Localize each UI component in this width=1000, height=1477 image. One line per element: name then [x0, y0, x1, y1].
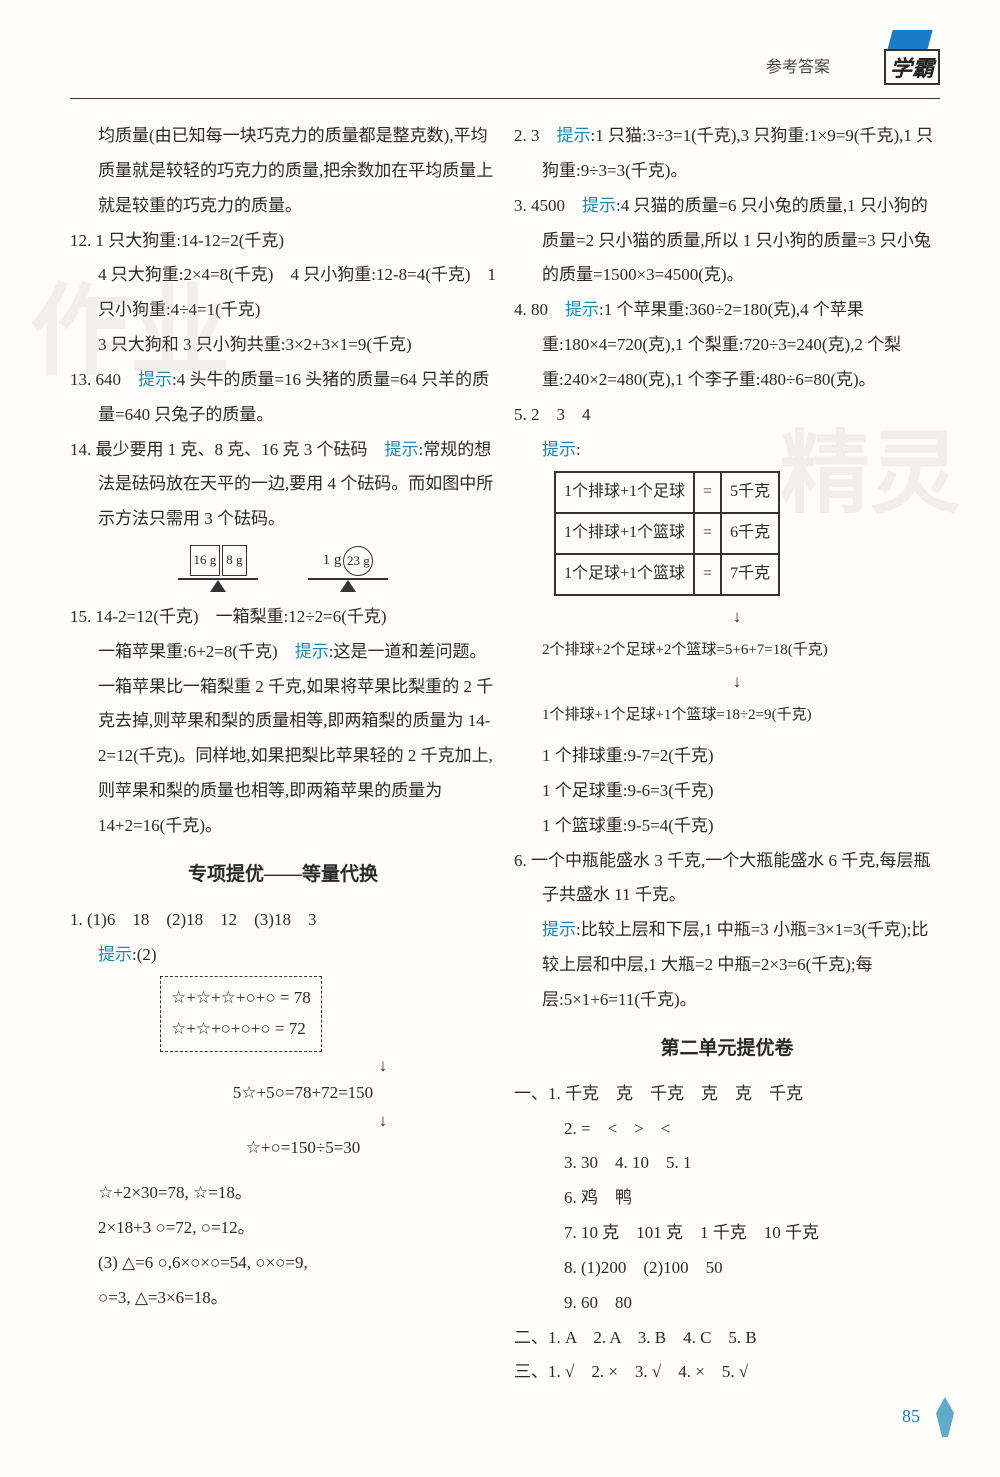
equation-box: ☆+☆+☆+○+○ = 78 ☆+☆+○+○+○ = 72	[160, 976, 322, 1051]
balance-left: 16 g 8 g	[178, 545, 258, 592]
eq2: ☆+○=150÷5=30	[110, 1131, 496, 1166]
cell: 6千克	[721, 513, 779, 554]
unit1-line5: 7. 10 克 101 克 1 千克 10 千克	[514, 1216, 940, 1251]
q1-line1: 1. (1)6 18 (2)18 12 (3)18 3	[70, 903, 496, 938]
q1-line4: (3) △=6 ○,6×○×○=54, ○×○=9,	[70, 1246, 496, 1281]
q12-line2: 4 只大狗重:2×4=8(千克) 4 只小狗重:12-8=4(千克) 1 只小狗…	[70, 258, 496, 328]
q14: 14. 最少要用 1 克、8 克、16 克 3 个砝码 提示:常规的想法是砝码放…	[70, 433, 496, 538]
q1-hint-line: 提示:(2)	[70, 938, 496, 973]
q1-line3: 2×18+3 ○=72, ○=12。	[70, 1211, 496, 1246]
hint-label: 提示	[565, 300, 599, 319]
unit1-line7: 9. 60 80	[514, 1286, 940, 1321]
unit1-line6: 8. (1)200 (2)100 50	[514, 1251, 940, 1286]
weight-16g: 16 g	[190, 545, 221, 576]
unit3: 三、1. √ 2. × 3. √ 4. × 5. √	[514, 1355, 940, 1390]
eq1: 5☆+5○=78+72=150	[110, 1076, 496, 1111]
cell: =	[694, 472, 721, 513]
q15-line2: 一箱苹果重:6+2=8(千克) 提示:这是一道和差问题。一箱苹果比一箱梨重 2 …	[70, 635, 496, 844]
section-title-2: 第二单元提优卷	[514, 1030, 940, 1069]
content-columns: 均质量(由已知每一块巧克力的质量都是整克数),平均质量就是较轻的巧克力的质量,把…	[70, 119, 940, 1390]
arrow-down-icon: ↓	[270, 1111, 496, 1131]
q2: 2. 3 提示:1 只猫:3÷3=1(千克),3 只狗重:1×9=9(千克),1…	[514, 119, 940, 189]
unit1-line4: 6. 鸡 鸭	[514, 1181, 940, 1216]
cell: 5千克	[721, 472, 779, 513]
cell: =	[694, 554, 721, 595]
hint-label: 提示	[557, 126, 591, 145]
q3-answer: 3. 4500	[514, 196, 582, 215]
q6-hint: 提示:比较上层和下层,1 中瓶=3 小瓶=3×1=3(千克);比较上层和中层,1…	[514, 913, 940, 1018]
arrow-down-icon: ↓	[534, 600, 940, 635]
cell: 1个排球+1个篮球	[555, 513, 694, 554]
hint-label: 提示	[295, 642, 329, 661]
q12-line3: 3 只大狗和 3 只小狗共重:3×2+3×1=9(千克)	[70, 328, 496, 363]
q5-line1: 5. 2 3 4	[514, 398, 940, 433]
graduation-cap-icon	[887, 30, 932, 50]
q5-result3: 1 个篮球重:9-5=4(千克)	[514, 809, 940, 844]
q5-hint: 提示:	[514, 433, 940, 468]
cell: 7千克	[721, 554, 779, 595]
q14-answer: 14. 最少要用 1 克、8 克、16 克 3 个砝码	[70, 440, 385, 459]
q5-eq1: 2个排球+2个足球+2个篮球=5+6+7=18(千克)	[514, 635, 940, 666]
hint-label: 提示	[542, 440, 576, 459]
q1-line2: ☆+2×30=78, ☆=18。	[70, 1176, 496, 1211]
unit2: 二、1. A 2. A 3. B 4. C 5. B	[514, 1321, 940, 1356]
q13: 13. 640 提示:4 头牛的质量=16 头猪的质量=64 只羊的质量=640…	[70, 363, 496, 433]
q15-l2-text: 一箱苹果重:6+2=8(千克)	[98, 642, 295, 661]
fulcrum-icon	[210, 580, 226, 592]
box-row2: ☆+☆+○+○+○ = 72	[171, 1014, 311, 1045]
feather-icon	[930, 1397, 960, 1437]
q1-line5: ○=3, △=3×6=18。	[70, 1281, 496, 1316]
header-title: 参考答案	[766, 53, 830, 77]
table-row: 1个足球+1个篮球 = 7千克	[555, 554, 779, 595]
hint-label: 提示	[385, 440, 419, 459]
section-title-1: 专项提优——等量代换	[70, 856, 496, 895]
unit1-line3: 3. 30 4. 10 5. 1	[514, 1146, 940, 1181]
arrow-down-icon: ↓	[270, 1056, 496, 1076]
page-header: 参考答案 学霸	[70, 40, 940, 99]
logo: 学霸	[850, 40, 940, 90]
hint-label: 提示	[582, 196, 616, 215]
intro-paragraph: 均质量(由已知每一块巧克力的质量都是整克数),平均质量就是较轻的巧克力的质量,把…	[70, 119, 496, 224]
q5-table: 1个排球+1个足球 = 5千克 1个排球+1个篮球 = 6千克 1个足球+1个篮…	[554, 471, 780, 595]
arrow-down-icon: ↓	[534, 665, 940, 700]
unit1-line2: 2. = < > <	[514, 1112, 940, 1147]
q12-line1: 12. 1 只大狗重:14-12=2(千克)	[70, 224, 496, 259]
weight-23g: 23 g	[343, 546, 373, 576]
q15-body: :这是一道和差问题。一箱苹果比一箱梨重 2 千克,如果将苹果比梨重的 2 千克去…	[98, 642, 493, 835]
q3: 3. 4500 提示:4 只猫的质量=6 只小兔的质量,1 只小狗的质量=2 只…	[514, 189, 940, 294]
table-row: 1个排球+1个篮球 = 6千克	[555, 513, 779, 554]
q13-answer: 13. 640	[70, 370, 138, 389]
cell: =	[694, 513, 721, 554]
q5-result2: 1 个足球重:9-6=3(千克)	[514, 774, 940, 809]
cell: 1个排球+1个足球	[555, 472, 694, 513]
q6-line1: 6. 一个中瓶能盛水 3 千克,一个大瓶能盛水 6 千克,每层瓶子共盛水 11 …	[514, 844, 940, 914]
unit1-line1: 一、1. 千克 克 千克 克 克 千克	[514, 1077, 940, 1112]
cell: 1个足球+1个篮球	[555, 554, 694, 595]
left-column: 均质量(由已知每一块巧克力的质量都是整克数),平均质量就是较轻的巧克力的质量,把…	[70, 119, 496, 1390]
q15-line1: 15. 14-2=12(千克) 一箱梨重:12÷2=6(千克)	[70, 600, 496, 635]
q1-hint-suffix: :(2)	[132, 945, 157, 964]
weight-1g: 1 g	[323, 545, 342, 576]
q2-body: :1 只猫:3÷3=1(千克),3 只狗重:1×9=9(千克),1 只狗重:9÷…	[542, 126, 933, 180]
weight-8g: 8 g	[222, 545, 246, 576]
q5-eq2: 1个排球+1个足球+1个篮球=18÷2=9(千克)	[514, 700, 940, 731]
q4-answer: 4. 80	[514, 300, 565, 319]
box-row1: ☆+☆+☆+○+○ = 78	[171, 983, 311, 1014]
hint-label: 提示	[138, 370, 172, 389]
logo-text: 学霸	[884, 49, 940, 85]
page-number: 85	[902, 1406, 920, 1427]
hint-label: 提示	[542, 920, 576, 939]
balance-right: 1 g 23 g	[308, 545, 388, 592]
table-row: 1个排球+1个足球 = 5千克	[555, 472, 779, 513]
hint-label: 提示	[98, 945, 132, 964]
q4: 4. 80 提示:1 个苹果重:360÷2=180(克),4 个苹果重:180×…	[514, 293, 940, 398]
q2-answer: 2. 3	[514, 126, 557, 145]
right-column: 2. 3 提示:1 只猫:3÷3=1(千克),3 只狗重:1×9=9(千克),1…	[514, 119, 940, 1390]
q5-result1: 1 个排球重:9-7=2(千克)	[514, 739, 940, 774]
fulcrum-icon	[340, 580, 356, 592]
q6-body: :比较上层和下层,1 中瓶=3 小瓶=3×1=3(千克);比较上层和中层,1 大…	[542, 920, 928, 1009]
balance-scale-diagram: 16 g 8 g 1 g 23 g	[70, 545, 496, 592]
